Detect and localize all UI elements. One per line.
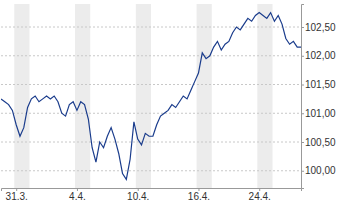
y-tick: 100,00: [301, 165, 336, 176]
y-tick-mark: [301, 113, 304, 114]
grid-line: [1, 170, 301, 171]
x-tick: 16.4.: [188, 188, 210, 202]
day-stripe: [136, 4, 151, 188]
x-axis: 31.3. 4.4. 10.4. 16.4. 24.4.: [2, 188, 302, 202]
y-tick: 102,50: [301, 22, 336, 33]
day-stripe: [75, 4, 90, 188]
grid-line: [1, 27, 301, 28]
x-tick: 24.4.: [249, 188, 271, 202]
y-tick-mark: [301, 27, 304, 28]
y-tick-label: 102,00: [305, 50, 336, 61]
y-tick-label: 100,50: [305, 137, 336, 148]
x-tick: 31.3.: [6, 188, 28, 202]
grid-line: [1, 84, 301, 85]
grid-line: [1, 55, 301, 56]
y-tick-label: 102,50: [305, 22, 336, 33]
y-tick-label: 100,00: [305, 165, 336, 176]
x-tick-label: 24.4.: [249, 191, 271, 202]
x-tick-label: 16.4.: [188, 191, 210, 202]
grid: [1, 27, 301, 171]
price-line: [1, 13, 301, 180]
day-stripe: [257, 4, 272, 188]
y-tick-mark: [301, 142, 304, 143]
day-stripe: [197, 4, 212, 188]
chart: 100,00 100,50 101,00 101,50 102,00 102,50 31.3…: [0, 0, 341, 207]
y-axis-line: [302, 5, 305, 189]
x-tick: 10.4.: [127, 188, 149, 202]
x-tick: 4.4.: [69, 188, 86, 202]
y-tick-label: 101,00: [305, 108, 336, 119]
series: [1, 13, 301, 180]
y-tick-mark: [301, 56, 304, 57]
y-tick: 102,00: [301, 50, 336, 61]
y-tick-mark: [301, 171, 304, 172]
y-tick-label: 101,50: [305, 79, 336, 90]
x-tick-label: 10.4.: [127, 191, 149, 202]
day-stripe: [14, 4, 29, 188]
plot: 100,00 100,50 101,00 101,50 102,00 102,50 31.3…: [1, 4, 336, 202]
y-tick: 100,50: [301, 137, 336, 148]
grid-line: [1, 142, 301, 143]
y-tick-mark: [301, 85, 304, 86]
y-axis: 100,00 100,50 101,00 101,50 102,00 102,50: [301, 5, 336, 189]
y-tick: 101,00: [301, 108, 336, 119]
y-tick: 101,50: [301, 79, 336, 90]
x-tick-label: 4.4.: [69, 191, 86, 202]
grid-line: [1, 113, 301, 114]
x-tick-label: 31.3.: [6, 191, 28, 202]
